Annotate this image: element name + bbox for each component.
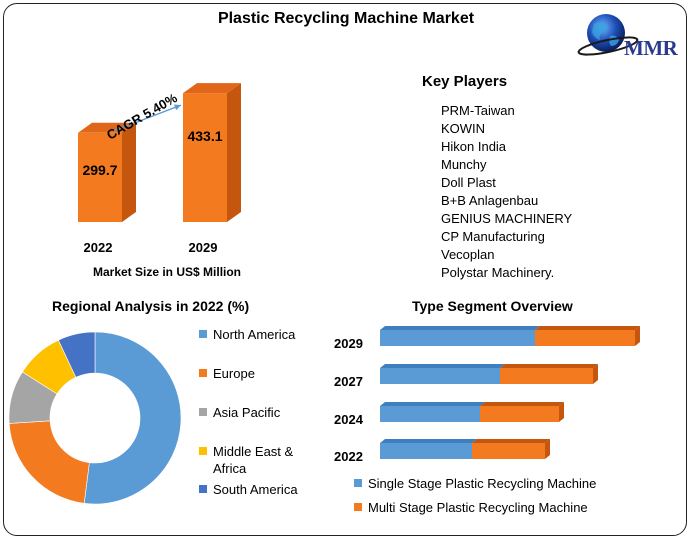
legend-swatch <box>354 503 362 511</box>
donut-slice-south-america <box>57 331 96 378</box>
key-player-item: Munchy <box>441 157 487 172</box>
legend-label: Middle East & Africa <box>213 444 294 476</box>
legend-item: South America <box>199 481 309 498</box>
seg-bar-2022-single <box>380 443 472 459</box>
seg-bar-2027-multi <box>500 368 593 384</box>
key-player-item: PRM-Taiwan <box>441 103 515 118</box>
cagr-arrow <box>113 104 182 132</box>
cagr-label: CAGR 5.40% <box>104 90 180 143</box>
key-player-item: Doll Plast <box>441 175 496 190</box>
regional-title: Regional Analysis in 2022 (%) <box>52 298 250 314</box>
bar-category-label: 2029 <box>189 240 218 255</box>
seg-bar-2024-multi <box>480 406 559 422</box>
mmr-logo <box>577 14 639 56</box>
seg-bar-top <box>472 439 550 443</box>
seg-bar-2029-single <box>380 330 535 346</box>
seg-bar-top <box>380 439 477 443</box>
seg-bar-2022-multi <box>472 443 545 459</box>
market-bar-2022 <box>78 132 122 222</box>
cagr-arrowhead <box>174 104 181 111</box>
seg-bar-top <box>380 326 540 330</box>
seg-category-label: 2029 <box>334 336 363 351</box>
seg-bar-top <box>380 364 505 368</box>
donut-slice-europe <box>8 420 90 504</box>
legend-label: South America <box>213 482 298 497</box>
seg-bar-side <box>635 326 640 346</box>
key-player-item: Vecoplan <box>441 247 495 262</box>
seg-bar-top <box>380 402 485 406</box>
seg-bar-side <box>559 402 564 422</box>
seg-bar-top <box>480 402 564 406</box>
donut-slice-north-america <box>83 331 182 505</box>
seg-bar-2027-single <box>380 368 500 384</box>
seg-bar-2024-single <box>380 406 480 422</box>
bar-top <box>183 83 241 94</box>
seg-bar-2029-multi <box>535 330 635 346</box>
page-title: Plastic Recycling Machine Market <box>217 10 475 27</box>
regional-legend: North America Europe Asia Pacific Middle Ea… <box>199 326 309 520</box>
type-segment-title: Type Segment Overview <box>412 298 573 314</box>
seg-bar-top <box>500 364 598 368</box>
legend-item: Single Stage Plastic Recycling Machine <box>354 475 684 492</box>
legend-item: Europe <box>199 365 309 382</box>
type-segment-legend: Single Stage Plastic Recycling Machine Mu… <box>354 475 684 523</box>
bar-data-label: 299.7 <box>82 162 117 178</box>
legend-item: Middle East & Africa <box>199 443 309 477</box>
bar-top <box>78 122 136 133</box>
key-players-list: PRM-Taiwan KOWIN Hikon India Munchy Doll Pla… <box>441 102 572 282</box>
key-player-item: KOWIN <box>441 121 486 136</box>
logo-text: MMR <box>624 36 678 60</box>
legend-label: Asia Pacific <box>213 405 281 420</box>
legend-label: Europe <box>213 366 255 381</box>
key-player-item: Polystar Machinery. <box>441 265 555 280</box>
bar-category-label: 2022 <box>84 240 113 255</box>
seg-bar-top <box>535 326 640 330</box>
market-bar-2029 <box>183 93 227 223</box>
market-xlabel: Market Size in US$ Million <box>93 265 241 279</box>
legend-item: Asia Pacific <box>199 404 309 421</box>
legend-label: Single Stage Plastic Recycling Machine <box>368 476 597 491</box>
legend-label: Multi Stage Plastic Recycling Machine <box>368 500 588 515</box>
legend-label: North America <box>213 327 296 342</box>
legend-swatch <box>199 408 207 416</box>
seg-category-label: 2022 <box>334 449 363 464</box>
key-player-item: B+B Anlagenbau <box>441 193 539 208</box>
legend-swatch <box>354 479 362 487</box>
bar-data-label: 433.1 <box>187 128 222 144</box>
seg-category-label: 2024 <box>334 412 364 427</box>
key-players-title: Key Players <box>422 73 508 90</box>
bar-side <box>122 122 136 222</box>
legend-swatch <box>199 369 207 377</box>
legend-swatch <box>199 330 207 338</box>
key-player-item: GENIUS MACHINERY <box>441 211 573 226</box>
bar-side <box>227 83 241 223</box>
globe-icon <box>577 14 639 56</box>
outer-frame <box>3 3 687 536</box>
legend-swatch <box>199 485 207 493</box>
legend-item: Multi Stage Plastic Recycling Machine <box>354 499 684 516</box>
legend-swatch <box>199 447 207 455</box>
seg-category-label: 2027 <box>334 374 363 389</box>
key-player-item: CP Manufacturing <box>441 229 545 244</box>
legend-item: North America <box>199 326 309 343</box>
seg-bar-side <box>593 364 598 384</box>
key-player-item: Hikon India <box>441 139 507 154</box>
seg-bar-side <box>545 439 550 459</box>
